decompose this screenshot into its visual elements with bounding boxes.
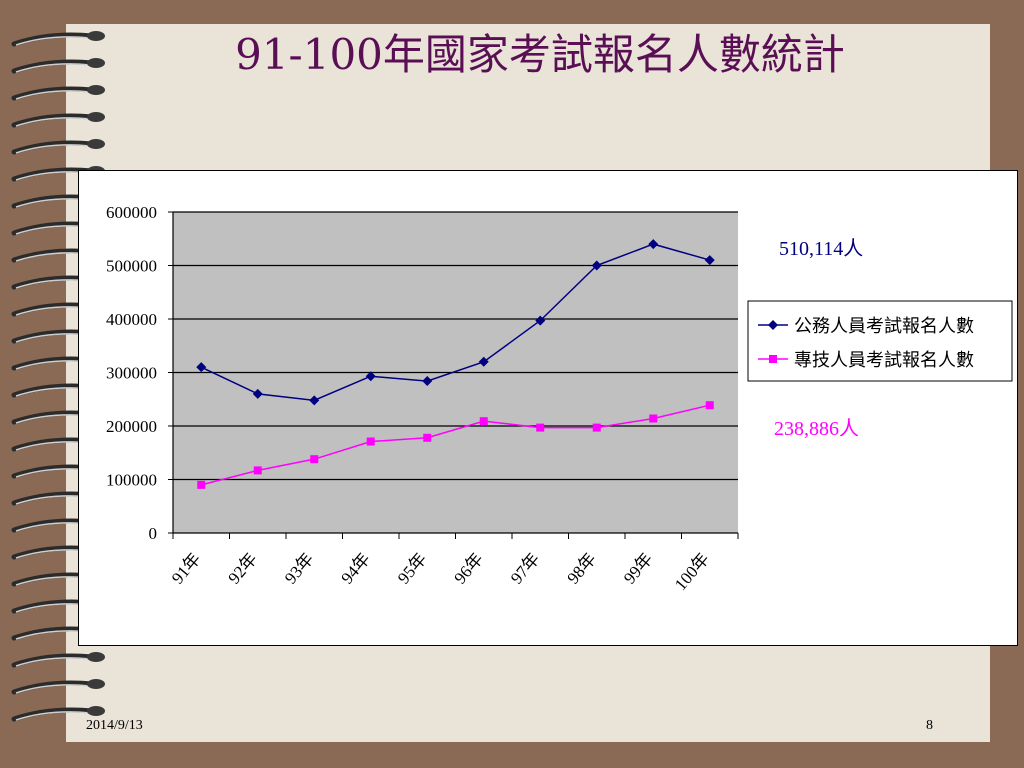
x-tick-label: 93年 (281, 549, 317, 587)
data-point-diamond (365, 371, 376, 382)
spiral-ring-highlight (15, 684, 91, 694)
spiral-ring (11, 653, 95, 668)
spiral-ring-highlight (15, 117, 91, 127)
y-tick-label: 0 (149, 524, 158, 543)
data-point-square (479, 417, 488, 426)
spiral-hole (87, 58, 105, 68)
data-point-diamond (535, 315, 546, 326)
spiral-ring (11, 86, 95, 101)
spiral-ring (11, 707, 95, 722)
data-point-diamond (768, 320, 778, 330)
value-annotation: 238,886人 (774, 417, 859, 440)
data-point-diamond (196, 362, 207, 373)
value-annotation: 510,114人 (779, 237, 863, 260)
spiral-ring-highlight (15, 36, 91, 46)
data-point-square (253, 466, 262, 475)
spiral-ring (11, 113, 95, 128)
spiral-hole (87, 652, 105, 662)
spiral-ring (11, 32, 95, 47)
spiral-ring-highlight (15, 63, 91, 73)
data-point-square (197, 480, 206, 489)
spiral-hole (87, 112, 105, 122)
data-point-diamond (591, 260, 602, 271)
x-tick-label: 96年 (450, 549, 486, 587)
spiral-hole (87, 706, 105, 716)
x-tick-label: 98年 (563, 549, 599, 587)
data-point-diamond (648, 239, 659, 250)
series-line (201, 404, 710, 486)
spiral-ring-highlight (15, 90, 91, 100)
spiral-ring-highlight (15, 144, 91, 154)
data-point-diamond (252, 388, 263, 399)
data-point-diamond (422, 376, 433, 387)
data-point-square (536, 423, 545, 432)
spiral-ring (11, 680, 95, 695)
series-line (200, 243, 710, 402)
slide-title: 91-100年國家考試報名人數統計 (235, 30, 845, 79)
x-tick-label: 94年 (337, 549, 373, 587)
spiral-ring-highlight (15, 711, 91, 721)
data-point-diamond (309, 395, 320, 406)
x-tick-label: 91年 (168, 549, 204, 587)
y-tick-label: 300000 (106, 364, 157, 383)
x-tick-label: 99年 (620, 549, 656, 587)
spiral-ring-highlight (15, 657, 91, 667)
spiral-hole (87, 85, 105, 95)
legend (747, 300, 1013, 382)
data-point-square (310, 455, 319, 464)
data-point-square (705, 401, 714, 410)
x-tick-label: 97年 (507, 549, 543, 587)
y-tick-label: 600000 (106, 203, 157, 222)
data-point-square (366, 437, 375, 446)
y-tick-label: 200000 (106, 417, 157, 436)
y-tick-label: 500000 (106, 257, 157, 276)
y-tick-label: 100000 (106, 471, 157, 490)
data-point-square (649, 414, 658, 423)
data-point-square (423, 433, 432, 442)
line-chart: 0 100000 200000 300000 400000 500000 600000 91年… (106, 203, 1013, 594)
data-point-diamond (704, 255, 715, 266)
page-number: 8 (926, 718, 933, 733)
x-tick-label: 92年 (224, 549, 260, 587)
spiral-hole (87, 679, 105, 689)
spiral-ring (11, 59, 95, 74)
spiral-hole (87, 139, 105, 149)
data-point-square (769, 355, 777, 363)
series-1 (196, 239, 715, 406)
y-tick-label: 400000 (106, 310, 157, 329)
chart-container: 0 100000 200000 300000 400000 500000 600000 91年… (78, 170, 1018, 646)
data-point-square (592, 423, 601, 432)
x-tick-label: 95年 (394, 549, 430, 587)
series-2 (197, 401, 714, 489)
legend-label: 專技人員考試報名人數 (794, 350, 974, 371)
spiral-ring (11, 140, 95, 155)
footer-date: 2014/9/13 (86, 718, 143, 733)
legend-label: 公務人員考試報名人數 (794, 316, 974, 337)
x-tick-label: 100年 (671, 549, 713, 594)
spiral-hole (87, 31, 105, 41)
data-point-diamond (478, 356, 489, 367)
